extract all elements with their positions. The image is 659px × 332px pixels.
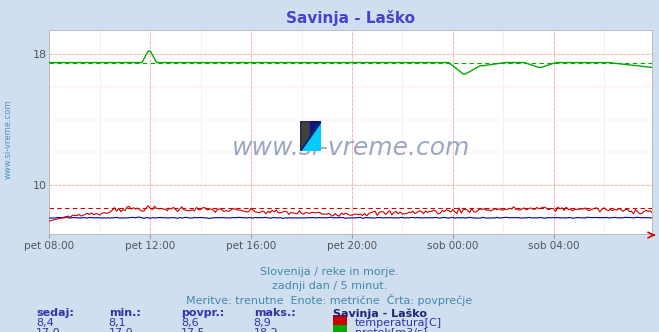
Text: 17,0: 17,0 bbox=[109, 328, 133, 332]
Text: 8,9: 8,9 bbox=[254, 318, 272, 328]
Text: 17,5: 17,5 bbox=[181, 328, 206, 332]
Bar bbox=[300, 121, 310, 151]
Polygon shape bbox=[300, 121, 321, 151]
Bar bbox=[310, 121, 321, 151]
Polygon shape bbox=[300, 121, 321, 151]
Title: Savinja - Laško: Savinja - Laško bbox=[287, 10, 415, 26]
Text: sedaj:: sedaj: bbox=[36, 308, 74, 318]
Text: Meritve: trenutne  Enote: metrične  Črta: povprečje: Meritve: trenutne Enote: metrične Črta: … bbox=[186, 294, 473, 306]
Text: maks.:: maks.: bbox=[254, 308, 295, 318]
Text: 17,0: 17,0 bbox=[36, 328, 61, 332]
Text: Slovenija / reke in morje.: Slovenija / reke in morje. bbox=[260, 267, 399, 277]
Text: www.si-vreme.com: www.si-vreme.com bbox=[3, 100, 13, 179]
Text: pretok[m3/s]: pretok[m3/s] bbox=[355, 328, 426, 332]
Text: 8,6: 8,6 bbox=[181, 318, 199, 328]
Text: zadnji dan / 5 minut.: zadnji dan / 5 minut. bbox=[272, 281, 387, 290]
Text: povpr.:: povpr.: bbox=[181, 308, 225, 318]
Text: www.si-vreme.com: www.si-vreme.com bbox=[232, 136, 470, 160]
Text: Savinja - Laško: Savinja - Laško bbox=[333, 308, 427, 319]
Text: temperatura[C]: temperatura[C] bbox=[355, 318, 442, 328]
Text: 8,1: 8,1 bbox=[109, 318, 127, 328]
Text: min.:: min.: bbox=[109, 308, 140, 318]
Text: 18,2: 18,2 bbox=[254, 328, 279, 332]
Text: 8,4: 8,4 bbox=[36, 318, 54, 328]
